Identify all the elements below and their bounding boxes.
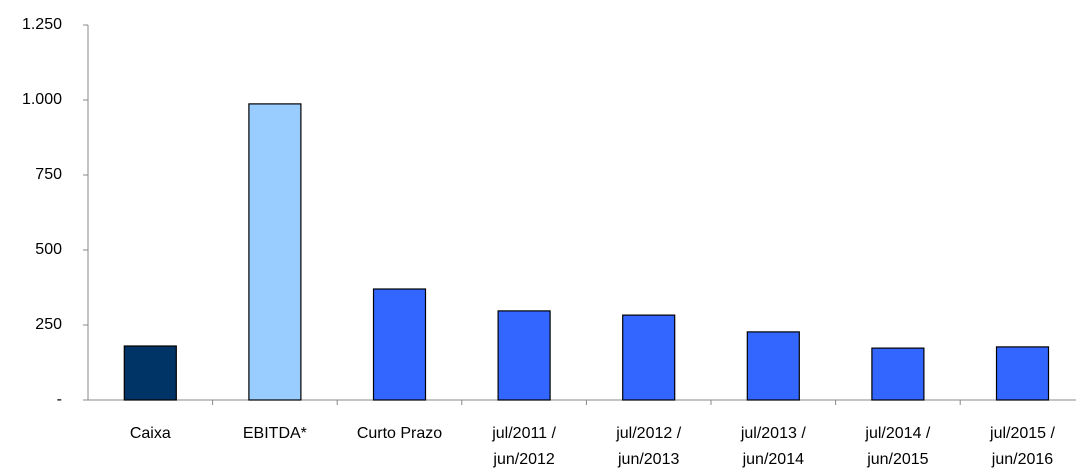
- x-tick-label: jul/2012 / jun/2013: [616, 425, 682, 468]
- bar: [995, 346, 1050, 401]
- y-tick-label: 1.250: [22, 16, 62, 33]
- x-tick-label: jul/2011 / jun/2012: [492, 425, 556, 468]
- bar: [497, 310, 551, 401]
- x-tick-label: jul/2015 / jun/2016: [990, 425, 1055, 468]
- y-tick-label: 750: [35, 166, 62, 183]
- x-tick-label: jul/2014 / jun/2015: [865, 425, 931, 468]
- x-tick-label: EBITDA*: [242, 425, 307, 442]
- y-tick-label: -: [57, 391, 62, 408]
- bar: [123, 345, 177, 401]
- bar: [248, 103, 302, 401]
- bar: [871, 347, 925, 401]
- x-tick-label: Curto Prazo: [356, 425, 443, 442]
- x-tick-label: Caixa: [129, 425, 171, 442]
- bar: [622, 314, 676, 401]
- y-tick-label: 250: [35, 316, 62, 333]
- bar: [372, 288, 427, 401]
- x-tick-label: jul/2013 / jun/2014: [740, 425, 806, 468]
- y-tick-label: 500: [35, 241, 62, 258]
- y-tick-label: 1.000: [22, 91, 62, 108]
- bar: [746, 331, 800, 401]
